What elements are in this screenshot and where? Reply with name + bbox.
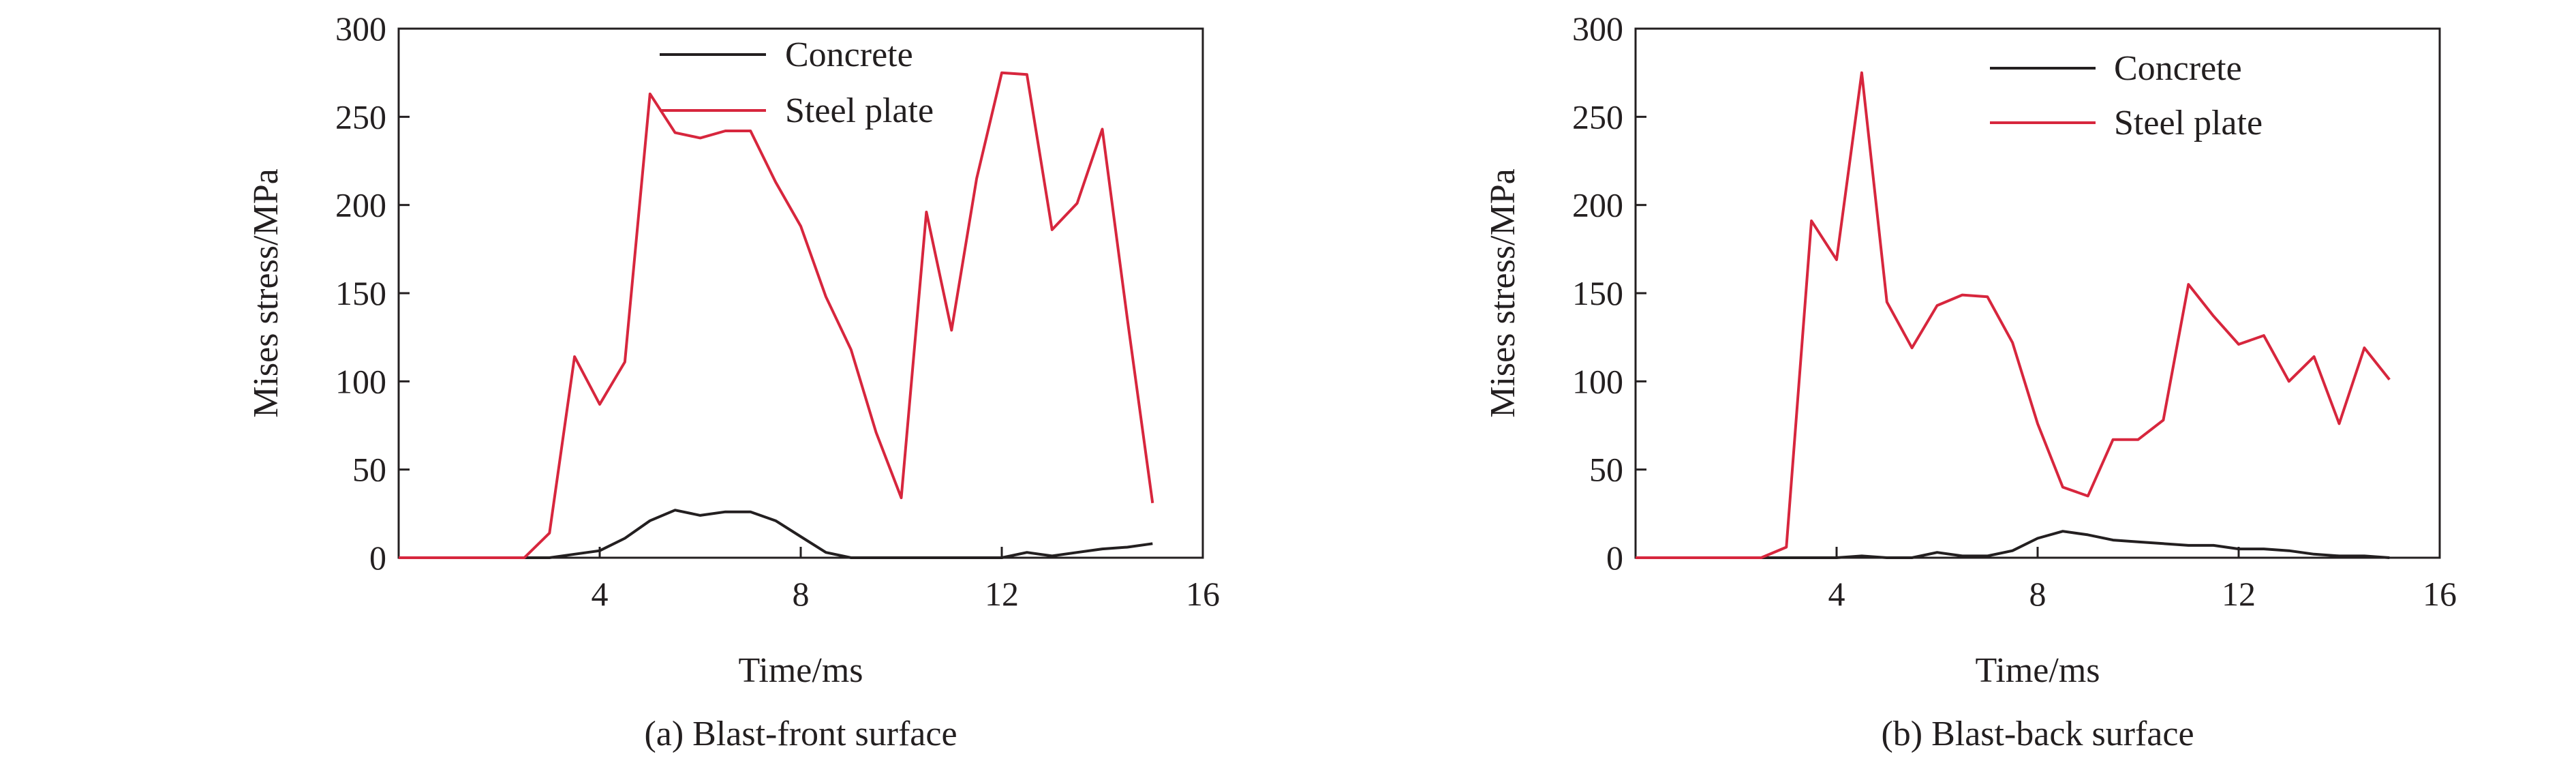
series-line-steel-plate bbox=[399, 71, 1154, 559]
x-tick-label: 12 bbox=[985, 575, 1019, 613]
x-tick-label: 4 bbox=[592, 575, 609, 613]
legend-label: Concrete bbox=[2114, 49, 2242, 88]
y-tick-label: 150 bbox=[335, 274, 386, 312]
x-tick-label: 16 bbox=[1186, 575, 1220, 613]
y-tick-label: 100 bbox=[1572, 362, 1623, 400]
chart-panel-a: 0 50 100 150 200 250 300 4 8 12 16 Time/ms Mises str… bbox=[247, 10, 1220, 753]
panel-caption: (a) Blast-front surface bbox=[644, 715, 957, 753]
x-tick-label: 8 bbox=[793, 575, 810, 613]
y-tick-label: 300 bbox=[335, 10, 386, 48]
y-tick-label: 0 bbox=[369, 539, 386, 577]
y-tick-label: 50 bbox=[1589, 451, 1623, 489]
y-tick-label: 250 bbox=[1572, 97, 1623, 136]
x-axis-title: Time/ms bbox=[738, 651, 863, 690]
y-tick-label: 50 bbox=[352, 451, 386, 489]
legend-label: Steel plate bbox=[2114, 104, 2263, 142]
legend-label: Steel plate bbox=[785, 91, 934, 130]
x-axis-title: Time/ms bbox=[1975, 651, 2100, 690]
y-tick-label: 200 bbox=[1572, 186, 1623, 224]
y-axis-title: Mises stress/MPa bbox=[1484, 168, 1522, 417]
panel-caption: (b) Blast-back surface bbox=[1881, 715, 2194, 753]
y-tick-label: 100 bbox=[335, 362, 386, 400]
x-tick-label: 12 bbox=[2222, 575, 2256, 613]
plot-frame bbox=[1634, 27, 2441, 559]
y-tick-label: 200 bbox=[335, 186, 386, 224]
series-line-concrete bbox=[1636, 530, 2390, 559]
y-tick-label: 300 bbox=[1572, 10, 1623, 48]
y-tick-label: 250 bbox=[335, 97, 386, 136]
y-tick-label: 0 bbox=[1606, 539, 1623, 577]
series-line-concrete bbox=[399, 509, 1153, 559]
x-tick-label: 8 bbox=[2029, 575, 2046, 613]
x-tick-label: 16 bbox=[2423, 575, 2457, 613]
legend-label: Concrete bbox=[785, 35, 913, 74]
x-tick-label: 4 bbox=[1828, 575, 1845, 613]
y-tick-label: 150 bbox=[1572, 274, 1623, 312]
chart-panel-b: 0 50 100 150 200 250 300 4 8 12 16 Time/ms Mises str… bbox=[1484, 10, 2457, 753]
y-axis-title: Mises stress/MPa bbox=[247, 168, 286, 417]
series-line-steel-plate bbox=[1636, 71, 2391, 559]
